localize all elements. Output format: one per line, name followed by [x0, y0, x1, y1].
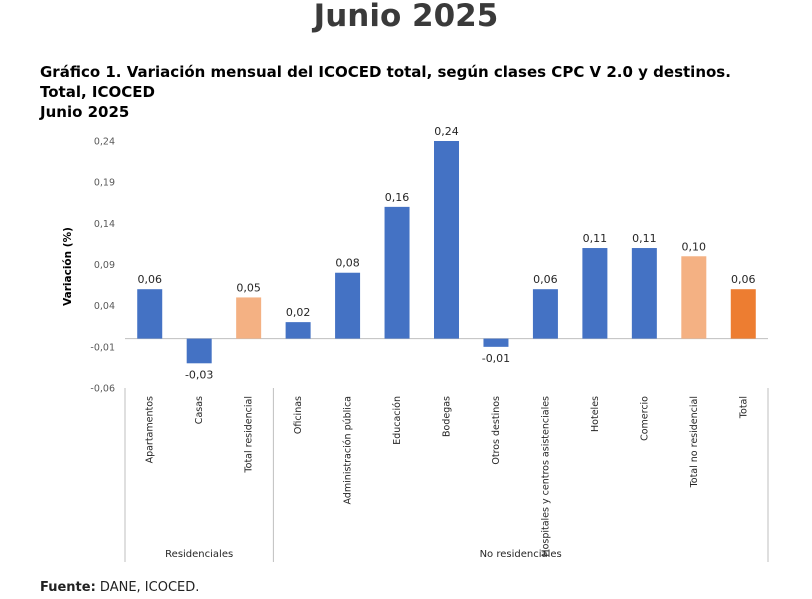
x-tick-label: Hoteles [590, 396, 601, 432]
bar [384, 206, 410, 339]
page-title: Junio 2025 [313, 0, 499, 34]
group-label: No residenciales [480, 549, 562, 560]
data-label: 0,24 [434, 125, 459, 138]
y-axis-label: Variación (%) [62, 227, 74, 306]
bar [434, 141, 459, 339]
bar [730, 289, 756, 339]
bar [681, 256, 707, 339]
data-label: 0,06 [137, 273, 162, 286]
source-label: Fuente: [40, 580, 96, 595]
x-tick-label: Otros destinos [491, 396, 502, 465]
x-tick-label: Oficinas [293, 396, 304, 434]
data-label: 0,11 [583, 232, 608, 245]
bar [137, 289, 163, 339]
bar [532, 289, 558, 339]
x-tick-label: Apartamentos [145, 396, 156, 463]
x-tick-label: Administración pública [343, 396, 354, 504]
x-tick-label: Total residencial [244, 396, 255, 474]
data-label: 0,10 [682, 240, 707, 253]
chart-title-line-1: Gráfico 1. Variación mensual del ICOCED … [40, 63, 731, 81]
bar [335, 272, 361, 339]
data-label: 0,06 [731, 273, 756, 286]
bar [582, 248, 608, 339]
bar [236, 297, 262, 339]
group-label: Residenciales [165, 549, 233, 560]
source-text: DANE, ICOCED. [95, 580, 200, 595]
x-tick-label: Casas [194, 396, 205, 424]
bar [483, 338, 509, 347]
y-tick-label: 0,09 [94, 260, 115, 271]
bar [285, 322, 311, 339]
y-tick-label: 0,04 [94, 301, 115, 312]
chart-title: Gráfico 1. Variación mensual del ICOCED … [40, 62, 731, 122]
x-tick-label: Bodegas [442, 396, 453, 437]
x-tick-label: Educación [392, 396, 403, 445]
data-label: -0,03 [185, 368, 213, 381]
data-label: 0,08 [335, 257, 360, 270]
y-tick-label: 0,24 [94, 137, 115, 148]
x-tick-label: Total [738, 396, 749, 419]
data-label: 0,02 [286, 306, 311, 319]
x-tick-label: Comercio [639, 396, 650, 441]
bar [631, 248, 657, 339]
data-label: 0,11 [632, 232, 657, 245]
data-label: 0,06 [533, 273, 558, 286]
y-tick-label: -0,06 [90, 384, 115, 395]
y-tick-label: -0,01 [90, 342, 115, 353]
data-label: 0,16 [385, 191, 410, 204]
x-tick-label: Total no residencial [689, 396, 700, 488]
source-note: Fuente: DANE, ICOCED. [40, 580, 199, 595]
data-label: 0,05 [236, 281, 261, 294]
x-tick-label: Hospitales y centros asistenciales [540, 396, 551, 557]
chart-title-line-3: Junio 2025 [40, 103, 130, 121]
bar [186, 338, 212, 364]
y-tick-label: 0,14 [94, 219, 115, 230]
y-tick-label: 0,19 [94, 178, 115, 189]
chart-title-line-2: Total, ICOCED [40, 83, 155, 101]
data-label: -0,01 [482, 352, 510, 365]
